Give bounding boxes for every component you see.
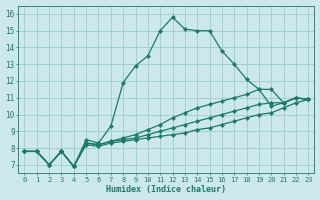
X-axis label: Humidex (Indice chaleur): Humidex (Indice chaleur) <box>106 185 226 194</box>
